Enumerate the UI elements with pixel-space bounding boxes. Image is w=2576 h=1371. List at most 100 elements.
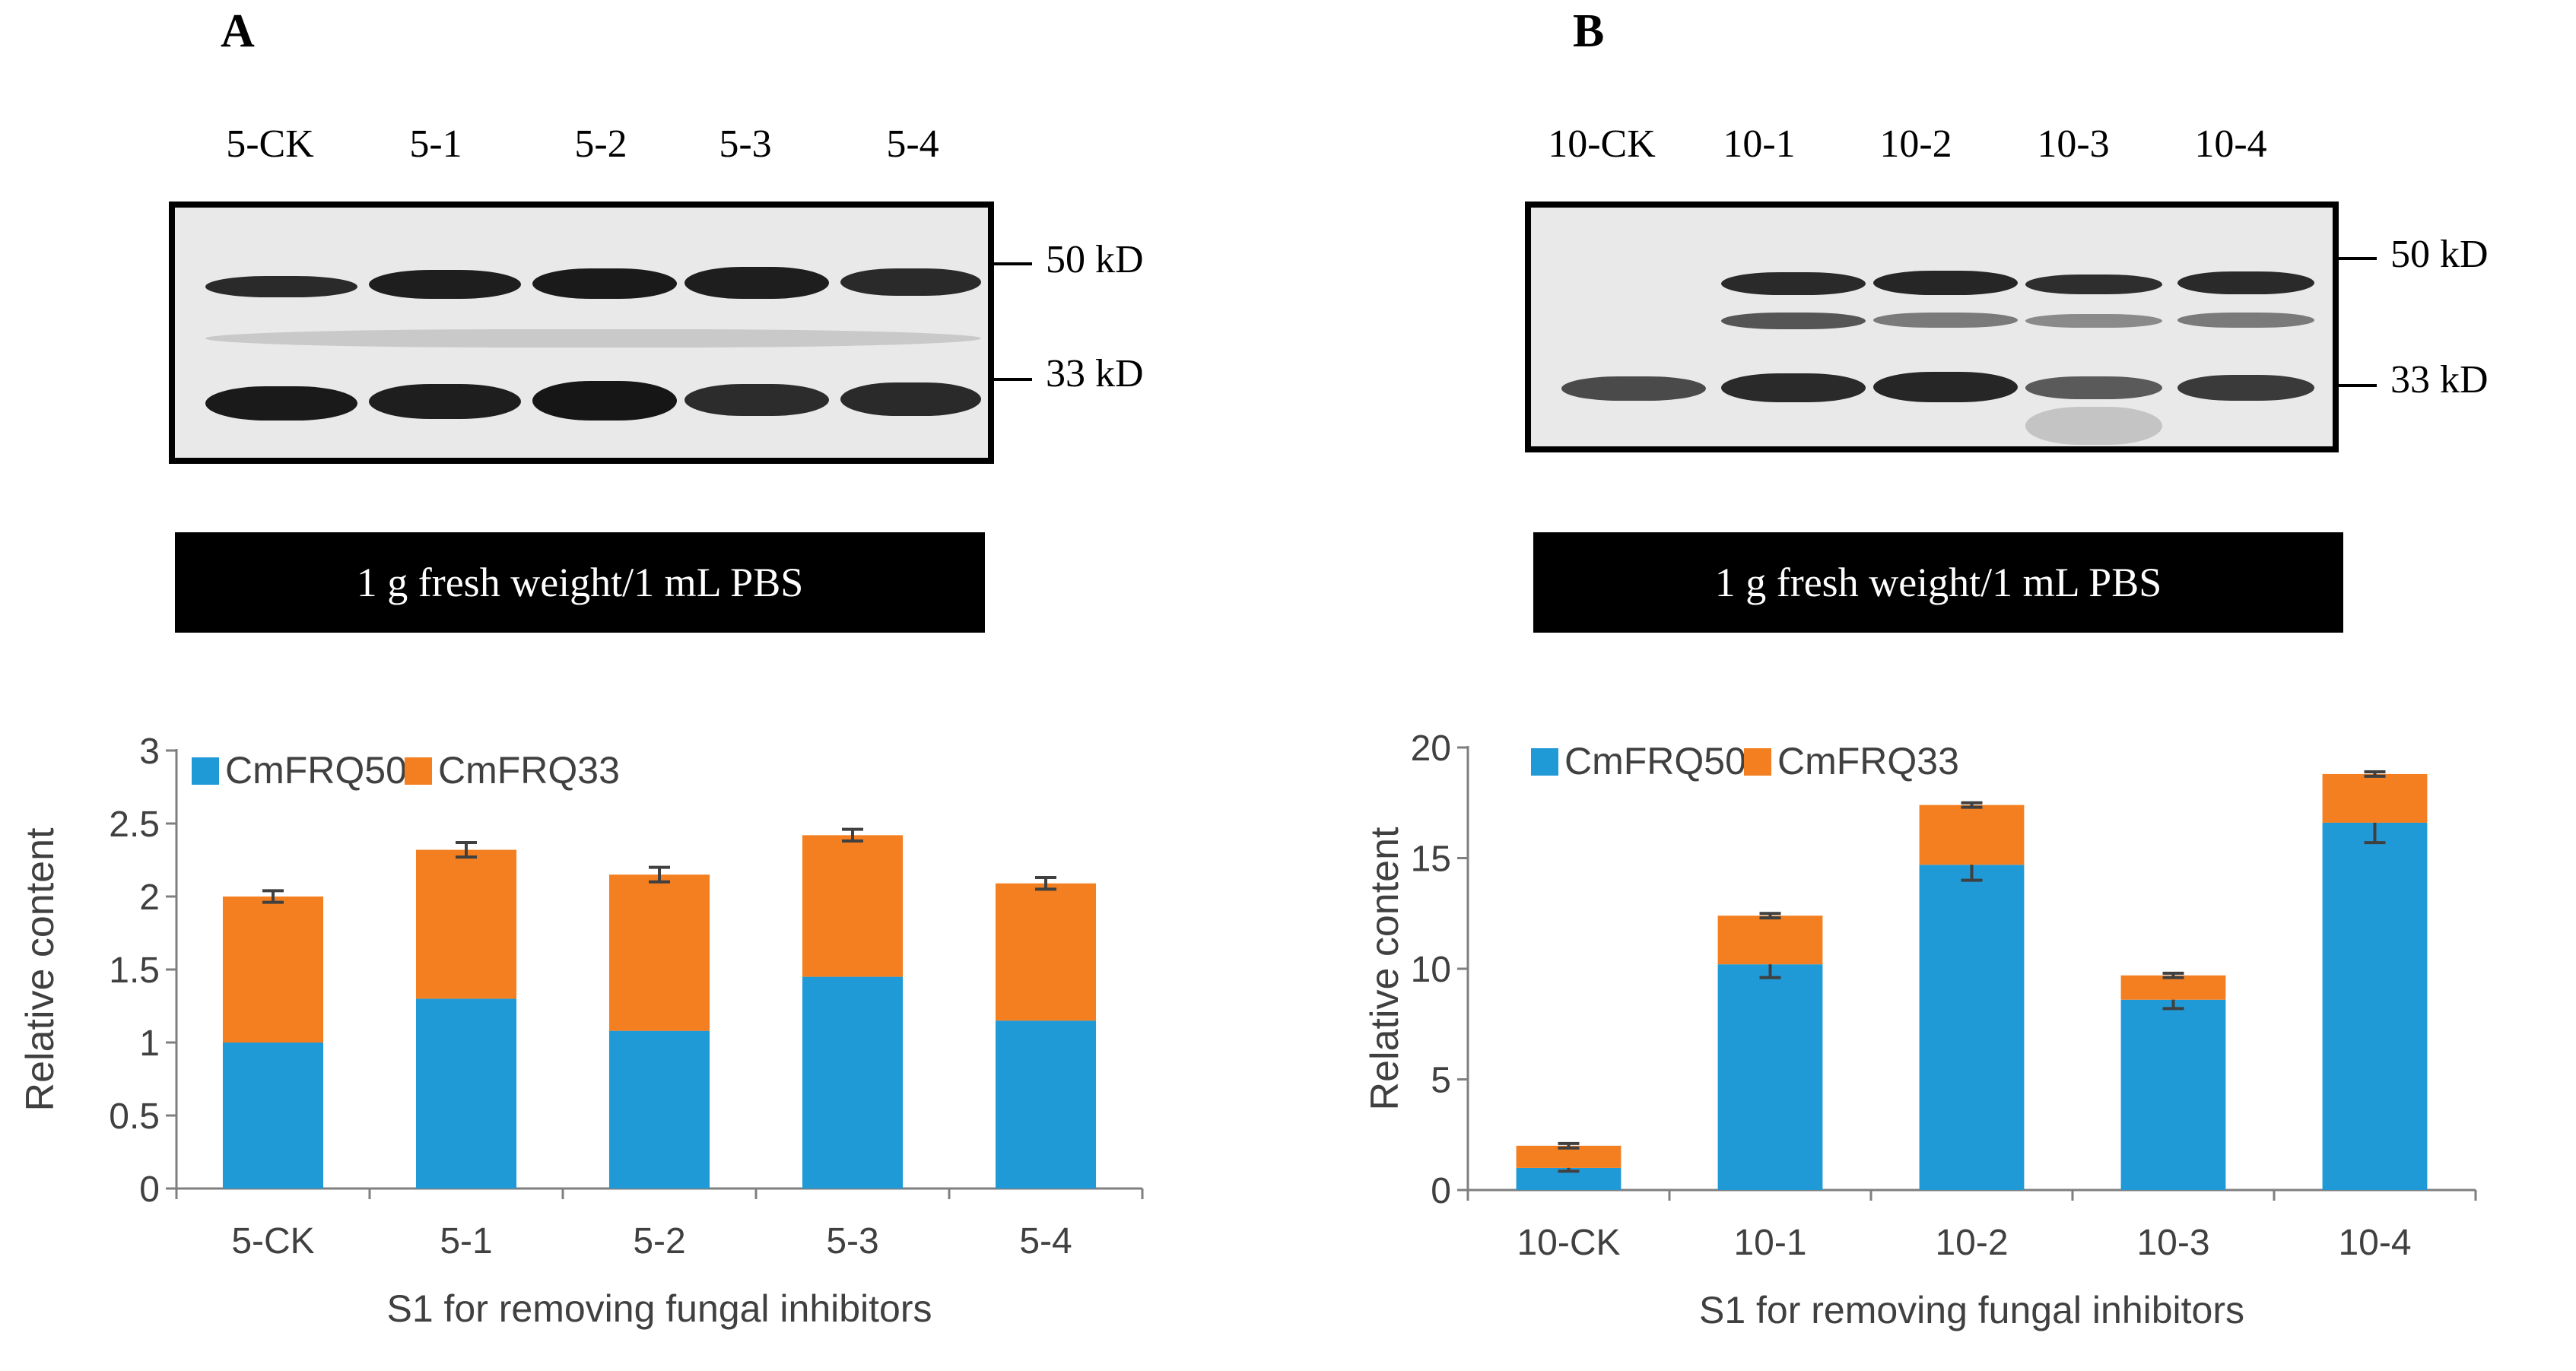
legend-label: CmFRQ33 — [438, 749, 620, 792]
band-33kd — [369, 384, 521, 419]
legend-label: CmFRQ33 — [1777, 740, 1959, 782]
band-50kd — [532, 268, 677, 299]
y-tick-label: 3 — [139, 732, 160, 772]
band-33kd — [1721, 373, 1866, 402]
western-blot-image — [1525, 202, 2339, 452]
band-33kd — [2177, 375, 2314, 401]
legend-swatch — [1531, 748, 1558, 776]
bar-chart: 0 5 10 15 20 10-CK 10-1 10-2 10-3 10-4 CmFRQ50 CmFR… — [1363, 728, 2477, 1331]
x-axis-title: S1 for removing fungal inhibitors — [386, 1287, 932, 1330]
y-tick-label: 2 — [139, 878, 160, 918]
y-tick-label: 0.5 — [109, 1096, 160, 1137]
marker-label-33: 33 kD — [1046, 352, 1144, 395]
smear — [2025, 407, 2162, 445]
band-33kd — [205, 386, 357, 421]
x-tick-label: 5-3 — [826, 1221, 878, 1262]
lane-label: 5-1 — [409, 122, 462, 166]
x-tick-label: 10-2 — [1935, 1223, 2008, 1263]
lane-label: 5-4 — [886, 122, 939, 166]
bar-cmfrq50 — [1717, 964, 1823, 1190]
bar-cmfrq33 — [2322, 773, 2428, 823]
marker-label-33: 33 kD — [2390, 358, 2489, 401]
lane-label: 10-CK — [1548, 122, 1656, 166]
band-50kd — [2177, 271, 2314, 294]
band-50kd — [684, 267, 829, 299]
lane-label: 5-2 — [574, 122, 627, 166]
band-50kd — [840, 268, 981, 296]
x-tick-label: 5-4 — [1019, 1221, 1072, 1262]
x-tick-label: 5-2 — [633, 1221, 685, 1262]
bar-cmfrq33 — [1919, 805, 2025, 865]
band-33kd — [532, 381, 677, 421]
band-33kd — [2025, 376, 2162, 399]
bar-cmfrq33 — [802, 835, 904, 977]
bar-cmfrq50 — [2322, 822, 2428, 1190]
faint-band — [205, 329, 981, 348]
x-tick-label: 10-1 — [1733, 1223, 1806, 1263]
legend-swatch — [405, 757, 432, 785]
lane-label: 10-3 — [2037, 122, 2110, 166]
band-50kd — [1873, 271, 2018, 295]
x-axis-title: S1 for removing fungal inhibitors — [1699, 1289, 2244, 1331]
western-blot-image — [169, 202, 994, 464]
bar-chart: 0 0.5 1 1.5 2 2.5 3 5-CK 5-1 5-2 5-3 5-4 CmFRQ50 CmFR… — [18, 732, 1144, 1330]
y-tick-label: 2.5 — [109, 805, 160, 845]
bar-cmfrq50 — [608, 1030, 710, 1189]
bar-cmfrq50 — [1919, 865, 2025, 1190]
panel-b: B 10-CK 10-1 10-2 10-3 10-4 50 kD 33 kD … — [1288, 0, 2576, 1371]
y-tick-label: 20 — [1411, 728, 1451, 769]
bar-cmfrq33 — [415, 849, 517, 999]
y-tick-label: 0 — [139, 1169, 160, 1210]
band-50kd — [205, 276, 357, 297]
panel-letter: B — [1573, 5, 1605, 57]
lane-label: 5-CK — [226, 122, 314, 166]
y-tick-label: 1 — [139, 1023, 160, 1064]
bar-cmfrq50 — [222, 1043, 324, 1189]
x-tick-label: 5-CK — [231, 1221, 314, 1262]
y-tick-label: 5 — [1431, 1061, 1451, 1101]
y-axis-title: Relative content — [1363, 827, 1407, 1110]
legend-swatch — [192, 757, 219, 785]
condition-bar: 1 g fresh weight/1 mL PBS — [1533, 532, 2343, 633]
lane-label: 5-3 — [719, 122, 772, 166]
x-tick-label: 5-1 — [440, 1221, 492, 1262]
marker-tick-33 — [2339, 384, 2377, 387]
band-50kd — [1721, 272, 1866, 295]
y-tick-label: 10 — [1411, 950, 1451, 990]
x-tick-label: 10-CK — [1517, 1223, 1620, 1263]
bar-cmfrq50 — [415, 998, 517, 1189]
lane-label: 10-1 — [1723, 122, 1796, 166]
bar-cmfrq33 — [2120, 975, 2226, 1000]
panel-letter: A — [221, 5, 255, 57]
middle-band — [2177, 313, 2314, 328]
band-33kd — [684, 384, 829, 416]
marker-tick-50 — [994, 262, 1032, 265]
y-axis-title: Relative content — [18, 827, 62, 1111]
x-tick-label: 10-4 — [2338, 1223, 2411, 1263]
condition-bar: 1 g fresh weight/1 mL PBS — [175, 532, 985, 633]
legend-swatch — [1744, 748, 1771, 776]
band-50kd — [369, 270, 521, 299]
band-33kd — [840, 382, 981, 416]
middle-band — [2025, 314, 2162, 328]
bar-cmfrq33 — [995, 883, 1097, 1021]
y-tick-label: 1.5 — [109, 950, 160, 991]
marker-label-50: 50 kD — [1046, 238, 1144, 281]
panel-a: A 5-CK 5-1 5-2 5-3 5-4 50 kD 33 kD 1 g f… — [18, 5, 1144, 1330]
band-33kd — [1873, 372, 2018, 402]
marker-tick-33 — [994, 378, 1032, 381]
legend-label: CmFRQ50 — [225, 749, 407, 792]
marker-tick-50 — [2339, 257, 2377, 260]
band-50kd — [2025, 275, 2162, 294]
band-33kd — [1561, 376, 1706, 401]
middle-band — [1721, 313, 1866, 329]
bar-cmfrq33 — [1717, 916, 1823, 965]
bar-cmfrq33 — [222, 897, 324, 1043]
lane-label: 10-2 — [1879, 122, 1952, 166]
legend-label: CmFRQ50 — [1564, 740, 1746, 782]
bar-cmfrq50 — [802, 976, 904, 1189]
lane-label: 10-4 — [2194, 122, 2267, 166]
bar-cmfrq50 — [995, 1020, 1097, 1189]
y-tick-label: 15 — [1411, 839, 1451, 880]
x-tick-label: 10-3 — [2136, 1223, 2209, 1263]
